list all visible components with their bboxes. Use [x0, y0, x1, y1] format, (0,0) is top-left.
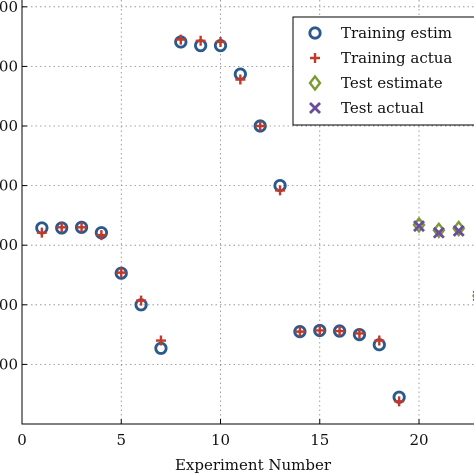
x-tick-label: 15 [310, 431, 329, 449]
plus-point [195, 35, 206, 46]
y-tick-label: 000 [0, 355, 18, 373]
y-tick-label: 000 [0, 177, 18, 195]
legend-label: Training estim [341, 24, 452, 42]
legend-label: Test actual [341, 99, 424, 117]
x-point [413, 220, 425, 233]
plus-point [314, 325, 325, 336]
legend-circle-marker [308, 26, 322, 40]
plus-point [116, 267, 127, 278]
plus-point [275, 185, 286, 196]
plus-point [215, 36, 226, 47]
legend-diamond-marker [308, 74, 322, 92]
plus-point [56, 222, 67, 233]
legend-label: Training actua [341, 49, 452, 67]
plus-point [136, 295, 147, 306]
circle-point [313, 323, 327, 338]
plus-point [36, 227, 47, 238]
y-tick-label: 000 [0, 57, 18, 75]
series-1 [36, 34, 405, 407]
plus-point [394, 396, 405, 407]
circle-point [293, 325, 307, 339]
plus-point [354, 328, 365, 339]
x-tick-label: 5 [116, 431, 126, 449]
plus-point [255, 121, 266, 131]
circle-point [332, 324, 347, 338]
plus-point [294, 326, 305, 337]
plus-point [334, 326, 345, 337]
legend-plus-marker [310, 53, 320, 63]
y-tick-label: 000 [0, 236, 18, 254]
x-point [432, 226, 445, 239]
plus-point [235, 74, 246, 85]
plus-point [155, 335, 166, 346]
y-tick-label: 000 [0, 117, 18, 135]
x-tick-label: 0 [17, 431, 27, 449]
x-tick-label: 20 [409, 431, 428, 449]
x-axis-label: Experiment Number [175, 456, 332, 474]
plus-point [96, 230, 107, 241]
plus-point [175, 34, 186, 45]
legend-label: Test estimate [341, 74, 443, 92]
x-point [452, 224, 465, 237]
y-tick-label: 000 [0, 0, 18, 16]
x-tick-label: 10 [211, 431, 230, 449]
grid-lines [22, 0, 474, 424]
legend-x-marker [309, 102, 321, 114]
data-points [35, 34, 474, 407]
plot-frame [21, 0, 474, 425]
circle-point [253, 119, 267, 133]
y-tick-label: 000 [0, 296, 18, 314]
plus-point [76, 222, 87, 233]
plus-point [374, 335, 385, 346]
circle-point [74, 220, 89, 234]
legend-box [292, 16, 474, 126]
series-3 [413, 220, 474, 302]
legend: Training estim Training actua Test estimat… [292, 16, 474, 126]
axis-ticks: 0 5 10 15 20 000 000 000 000 000 000 000 [0, 0, 429, 449]
